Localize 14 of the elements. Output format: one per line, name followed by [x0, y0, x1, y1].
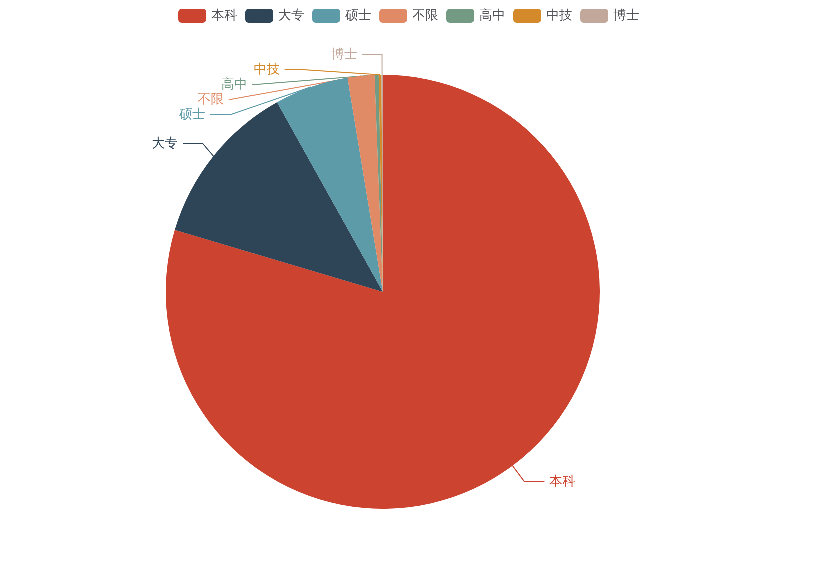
- legend-label: 硕士: [344, 8, 372, 24]
- slice-label: 大专: [152, 136, 178, 152]
- legend-label: 本科: [212, 8, 238, 24]
- slice-label: 本科: [550, 474, 576, 490]
- legend-label: 不限: [412, 8, 438, 24]
- slice-label: 不限: [198, 92, 224, 108]
- legend-label: 大专: [278, 8, 304, 24]
- legend-label: 中技: [546, 8, 572, 24]
- legend-label: 高中: [480, 8, 506, 24]
- legend-label: 博士: [614, 8, 640, 24]
- slice-label: 高中: [221, 76, 248, 92]
- slice-label: 硕士: [178, 108, 206, 122]
- slice-label: 中技: [254, 62, 280, 78]
- slice-label: 博士: [331, 48, 358, 62]
